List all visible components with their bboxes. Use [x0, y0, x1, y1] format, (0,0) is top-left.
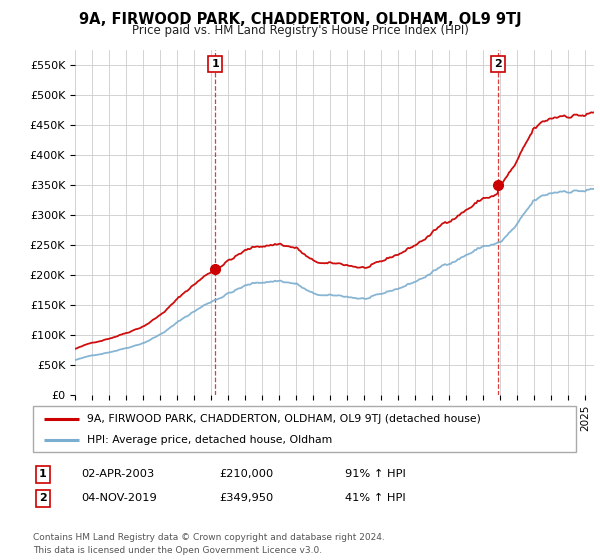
- Text: 2: 2: [494, 59, 502, 69]
- Text: 1: 1: [39, 469, 47, 479]
- Text: £210,000: £210,000: [219, 469, 273, 479]
- Text: 02-APR-2003: 02-APR-2003: [81, 469, 154, 479]
- Text: Contains HM Land Registry data © Crown copyright and database right 2024.
This d: Contains HM Land Registry data © Crown c…: [33, 533, 385, 554]
- Text: 9A, FIRWOOD PARK, CHADDERTON, OLDHAM, OL9 9TJ: 9A, FIRWOOD PARK, CHADDERTON, OLDHAM, OL…: [79, 12, 521, 27]
- Text: £349,950: £349,950: [219, 493, 273, 503]
- Text: 91% ↑ HPI: 91% ↑ HPI: [345, 469, 406, 479]
- Text: HPI: Average price, detached house, Oldham: HPI: Average price, detached house, Oldh…: [88, 436, 332, 445]
- Text: 04-NOV-2019: 04-NOV-2019: [81, 493, 157, 503]
- FancyBboxPatch shape: [33, 406, 576, 452]
- Text: Price paid vs. HM Land Registry's House Price Index (HPI): Price paid vs. HM Land Registry's House …: [131, 24, 469, 37]
- Text: 41% ↑ HPI: 41% ↑ HPI: [345, 493, 406, 503]
- Text: 1: 1: [212, 59, 219, 69]
- Text: 2: 2: [39, 493, 47, 503]
- Text: 9A, FIRWOOD PARK, CHADDERTON, OLDHAM, OL9 9TJ (detached house): 9A, FIRWOOD PARK, CHADDERTON, OLDHAM, OL…: [88, 414, 481, 424]
